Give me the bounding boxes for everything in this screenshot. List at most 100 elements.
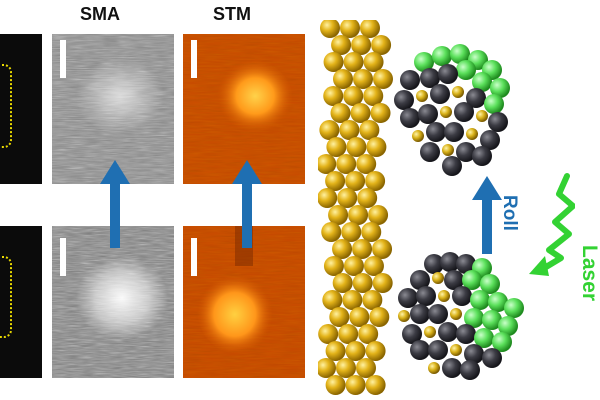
gold-atom xyxy=(318,154,337,174)
gold-atom xyxy=(352,239,373,259)
dark-atom xyxy=(426,122,446,142)
gold-atom xyxy=(319,120,340,140)
gold-atom xyxy=(328,205,349,225)
gold-atom xyxy=(348,205,369,225)
gold-atom xyxy=(371,35,392,55)
green-atom xyxy=(504,298,524,318)
gold-atom xyxy=(450,308,462,320)
gold-atom xyxy=(356,154,377,174)
gold-atom xyxy=(320,20,340,38)
dark-atom xyxy=(444,122,464,142)
dark-atom xyxy=(454,102,474,122)
gold-atom xyxy=(363,86,384,106)
gold-atom xyxy=(331,35,352,55)
dark-atom xyxy=(418,104,438,124)
dark-atom xyxy=(400,70,420,90)
sma-texture-top xyxy=(52,34,174,184)
gold-atom xyxy=(343,86,364,106)
gold-atom xyxy=(318,358,336,378)
gold-atom xyxy=(325,341,346,361)
gold-atom xyxy=(325,171,346,191)
dark-atom xyxy=(398,288,418,308)
gold-atom xyxy=(440,106,452,118)
gold-atom xyxy=(318,324,339,344)
gold-atom xyxy=(424,326,436,338)
gold-atom xyxy=(336,358,357,378)
gold-atom xyxy=(358,324,379,344)
dark-atom xyxy=(402,324,422,344)
gold-atom xyxy=(370,103,391,123)
dark-atom xyxy=(472,146,492,166)
gold-atom xyxy=(352,69,373,89)
dark-atom xyxy=(400,108,420,128)
green-atom xyxy=(414,52,434,72)
gold-atom xyxy=(365,171,386,191)
sma-texture-bottom xyxy=(52,226,174,378)
sma-label: SMA xyxy=(80,4,120,24)
green-atom xyxy=(450,44,470,64)
gold-atom xyxy=(366,137,387,157)
dark-atom xyxy=(482,348,502,368)
gold-atom xyxy=(476,110,488,122)
gold-atom xyxy=(356,358,377,378)
gold-atom xyxy=(323,86,344,106)
stm-texture-bottom xyxy=(183,226,305,378)
dotted-outline-top xyxy=(0,64,12,148)
up-arrow-icon xyxy=(232,160,262,248)
green-atom xyxy=(492,332,512,352)
gold-atom xyxy=(341,222,362,242)
optical-panel-top xyxy=(0,34,42,184)
dark-atom xyxy=(416,286,436,306)
dark-atom xyxy=(410,270,430,290)
dark-atom xyxy=(460,360,480,380)
gold-atom xyxy=(416,90,428,102)
dark-atom xyxy=(428,304,448,324)
green-atom xyxy=(480,274,500,294)
gold-atom xyxy=(345,171,366,191)
gold-atom xyxy=(368,205,389,225)
green-atom xyxy=(432,46,452,66)
scale-bar xyxy=(191,238,197,276)
stm-panel-bottom xyxy=(183,226,305,378)
laser-label: Laser xyxy=(578,245,600,302)
gold-atom xyxy=(329,307,350,327)
gold-atom xyxy=(343,256,364,276)
gold-atom xyxy=(363,52,384,72)
gold-atom xyxy=(363,256,384,276)
green-atom xyxy=(490,78,510,98)
dark-atom xyxy=(464,344,484,364)
green-atom xyxy=(462,270,482,290)
gold-atom xyxy=(332,239,353,259)
green-atom xyxy=(474,328,494,348)
optical-panel-bottom xyxy=(0,226,42,378)
stm-texture-top xyxy=(183,34,305,184)
gold-atom xyxy=(412,130,424,142)
gold-atom xyxy=(432,272,444,284)
gold-atom xyxy=(365,375,386,395)
roll-arrow-icon xyxy=(472,176,502,254)
gold-atom xyxy=(361,222,382,242)
dark-atom xyxy=(420,68,440,88)
dark-atom xyxy=(430,84,450,104)
gold-atom xyxy=(325,375,346,395)
gold-atom xyxy=(372,239,393,259)
gold-atom xyxy=(340,20,360,38)
gold-atom xyxy=(345,341,366,361)
dark-atom xyxy=(438,322,458,342)
dark-atom xyxy=(466,88,486,108)
gold-atom xyxy=(428,362,440,374)
gold-atom xyxy=(398,310,410,322)
scale-bar xyxy=(60,40,66,78)
dark-atom xyxy=(410,340,430,360)
gold-atom xyxy=(349,307,370,327)
dark-atom xyxy=(440,252,460,272)
gold-atom xyxy=(360,20,380,38)
sma-panel-top xyxy=(52,34,174,184)
gold-atom xyxy=(365,341,386,361)
gold-atom xyxy=(452,86,464,98)
gold-atom xyxy=(321,222,342,242)
gold-atom-column xyxy=(318,20,393,395)
gold-atom xyxy=(337,188,358,208)
dark-atom xyxy=(410,304,430,324)
dark-atom xyxy=(442,156,462,176)
